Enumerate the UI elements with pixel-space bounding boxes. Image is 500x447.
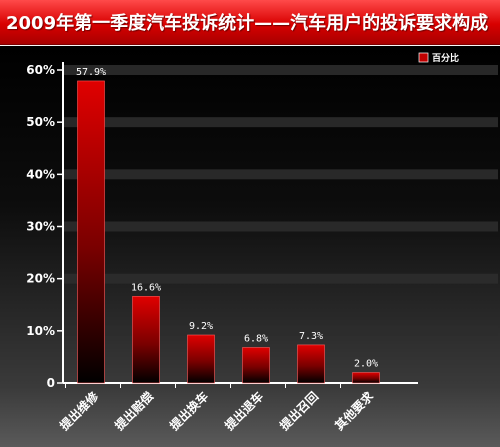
grid-band (63, 65, 498, 75)
y-tick-label: 60% (26, 63, 55, 77)
grid-band (63, 221, 498, 232)
data-label: 7.3% (299, 331, 323, 342)
bar (187, 334, 215, 384)
bar (297, 344, 325, 384)
bar (77, 80, 105, 384)
legend-swatch (418, 52, 429, 63)
x-tick-label: 提出换车 (167, 389, 212, 434)
y-tick-label: 40% (26, 167, 55, 181)
data-label: 16.6% (131, 282, 161, 293)
y-tick-label: 50% (26, 115, 55, 129)
x-tick-label: 提出召回 (277, 389, 322, 434)
bars (77, 80, 380, 384)
data-label: 2.0% (354, 359, 378, 370)
data-label: 9.2% (189, 321, 213, 332)
y-tick-label: 30% (26, 220, 55, 234)
x-tick-label: 提出维修 (57, 388, 102, 433)
grid-band (63, 117, 498, 128)
y-tick-label: 0 (47, 376, 55, 390)
grid-band (63, 325, 498, 336)
bar (132, 296, 160, 384)
x-tick-label: 提出赔偿 (112, 389, 157, 434)
data-label: 6.8% (244, 334, 268, 345)
grid-lines (63, 65, 498, 336)
title-bar: 2009年第一季度汽车投诉统计——汽车用户的投诉要求构成 (0, 0, 500, 45)
bar (242, 347, 270, 384)
x-tick-label: 其他要求 (332, 388, 377, 433)
bar (352, 372, 380, 384)
y-tick-label: 20% (26, 272, 55, 286)
legend-label: 百分比 (432, 52, 459, 64)
grid-band (63, 169, 498, 180)
chart-title: 2009年第一季度汽车投诉统计——汽车用户的投诉要求构成 (6, 13, 489, 34)
grid-band (63, 273, 498, 284)
legend: 百分比 (418, 52, 459, 64)
y-tick-label: 10% (26, 324, 55, 338)
data-label: 57.9% (76, 67, 106, 78)
x-tick-label: 提出退车 (222, 389, 267, 434)
